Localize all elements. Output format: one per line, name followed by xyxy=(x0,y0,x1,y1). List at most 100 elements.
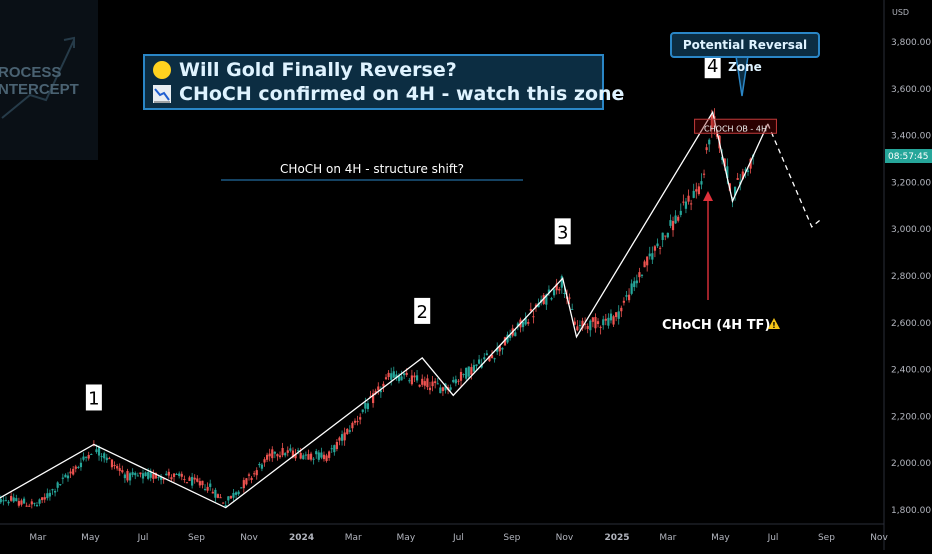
candle-body-down xyxy=(343,432,346,441)
candle-body-down xyxy=(470,367,473,375)
candle-body-down xyxy=(180,473,183,477)
candle-body-down xyxy=(185,482,189,484)
candle-body-up xyxy=(175,473,178,475)
candle-body-down xyxy=(113,465,116,467)
candle-body-up xyxy=(85,456,88,458)
candle-body-down xyxy=(490,354,494,359)
candle-body-up xyxy=(330,448,333,450)
swing-label-2: 2 xyxy=(417,302,428,323)
candle-body-up xyxy=(100,456,103,458)
candle-body-down xyxy=(198,481,201,486)
candle-body-up xyxy=(209,483,212,487)
candle-body-down xyxy=(222,502,225,504)
candle-body-up xyxy=(609,313,613,321)
candle-body-down xyxy=(421,378,424,385)
candle-body-up xyxy=(635,280,638,284)
candle-body-down xyxy=(426,378,429,388)
candle-body-up xyxy=(191,476,194,486)
projection-dashed-line xyxy=(767,123,821,228)
candle-body-up xyxy=(669,220,672,226)
candle-body-up xyxy=(648,253,651,257)
candle-body-down xyxy=(170,477,173,480)
candle-body-down xyxy=(25,505,28,507)
yellow-circle-icon xyxy=(153,61,171,79)
candle-body-up xyxy=(516,323,519,327)
x-tick-label: Nov xyxy=(870,533,888,543)
candle-body-down xyxy=(162,478,165,480)
candle-body-up xyxy=(521,321,525,328)
candle-body-down xyxy=(555,283,558,291)
candle-body-up xyxy=(312,458,315,460)
candle-body-down xyxy=(183,479,186,481)
candle-body-down xyxy=(299,452,302,459)
candle-body-up xyxy=(397,375,401,382)
candle-body-up xyxy=(509,335,512,339)
swing-label-box xyxy=(414,297,431,324)
candle-body-up xyxy=(666,232,669,238)
candle-body-down xyxy=(434,381,437,384)
y-tick-label: 2,600.00 xyxy=(891,319,931,329)
candle-body-up xyxy=(607,317,610,326)
candle-body-up xyxy=(95,449,98,453)
candle-body-up xyxy=(227,496,230,501)
swing-label-1: 1 xyxy=(88,388,99,409)
choch-arrow-head xyxy=(703,191,713,201)
candle-body-down xyxy=(384,377,388,380)
candle-body-down xyxy=(374,390,377,394)
candle-body-down xyxy=(615,312,618,318)
structure-shift-label: CHoCH on 4H - structure shift? xyxy=(280,162,464,176)
candle-body-down xyxy=(188,477,191,481)
candle-body-up xyxy=(547,289,551,294)
candle-body-down xyxy=(690,203,693,205)
candle-body-up xyxy=(679,210,682,215)
candle-body-up xyxy=(333,445,336,453)
candle-body-down xyxy=(167,471,170,476)
candle-body-down xyxy=(532,316,535,318)
candle-body-down xyxy=(255,470,258,476)
candle-body-up xyxy=(12,497,15,502)
candle-body-up xyxy=(340,434,344,441)
candle-body-up xyxy=(630,283,633,294)
x-tick-label: Mar xyxy=(345,533,362,543)
y-tick-label: 2,800.00 xyxy=(891,272,931,282)
candle-body-down xyxy=(620,307,623,312)
candle-body-up xyxy=(260,464,264,469)
candle-body-down xyxy=(596,321,600,325)
candle-body-up xyxy=(746,170,750,172)
candle-body-down xyxy=(30,501,33,505)
candle-body-up xyxy=(105,457,108,461)
candle-body-up xyxy=(103,453,106,459)
candle-body-down xyxy=(118,468,121,471)
x-tick-label: Mar xyxy=(659,533,676,543)
candle-body-up xyxy=(33,502,36,504)
candle-body-up xyxy=(462,374,465,376)
candle-body-down xyxy=(108,458,111,460)
swing-label-4: 4 xyxy=(707,56,718,77)
candle-body-down xyxy=(309,453,313,460)
candle-body-up xyxy=(157,477,160,479)
candle-body-down xyxy=(702,173,706,175)
candle-body-up xyxy=(304,454,307,456)
candle-body-up xyxy=(633,281,636,288)
candle-body-down xyxy=(488,355,491,362)
candle-body-up xyxy=(7,501,10,504)
price-tag-text: 08:57:45 xyxy=(888,152,928,162)
candle-body-up xyxy=(79,462,83,468)
candle-body-down xyxy=(291,450,295,458)
candle-body-down xyxy=(247,474,251,476)
candle-body-up xyxy=(22,498,26,504)
candle-body-down xyxy=(245,478,248,485)
logo-watermark: ROCESS NTERCEPT xyxy=(0,0,98,160)
candle-body-down xyxy=(581,320,584,329)
candle-body-down xyxy=(459,371,463,381)
candle-body-down xyxy=(586,325,589,329)
candle-body-down xyxy=(206,486,209,491)
y-axis-unit-label: USD xyxy=(892,8,909,17)
candle-body-down xyxy=(110,459,114,468)
candle-body-down xyxy=(741,171,744,180)
candle-body-down xyxy=(359,417,362,420)
logo-text-line1: ROCESS xyxy=(0,64,62,81)
candle-body-up xyxy=(258,463,261,466)
candle-body-up xyxy=(485,353,488,356)
